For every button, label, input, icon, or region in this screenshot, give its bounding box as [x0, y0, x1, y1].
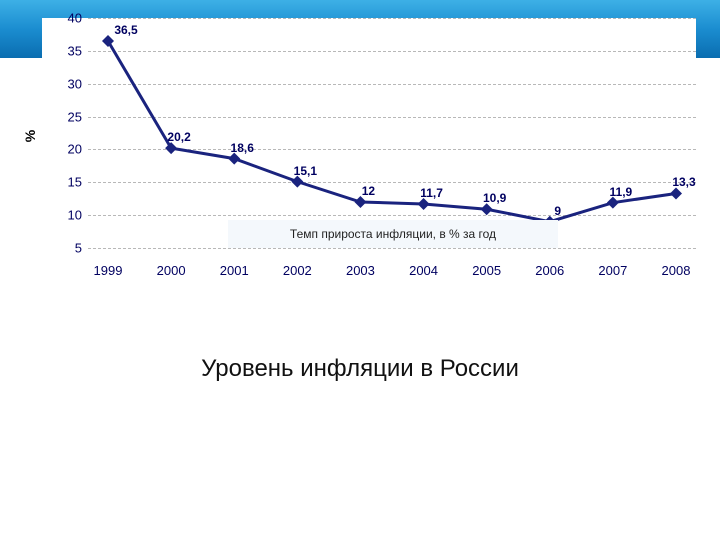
x-tick: 2003: [346, 263, 375, 278]
y-tick: 10: [68, 208, 82, 223]
series-line: [108, 41, 676, 222]
x-tick: 2001: [220, 263, 249, 278]
y-tick: 25: [68, 109, 82, 124]
caption-box: Темп прироста инфляции, в % за год: [228, 220, 558, 248]
y-tick: 30: [68, 76, 82, 91]
data-label: 10,9: [483, 191, 506, 205]
data-label: 11,9: [610, 185, 633, 199]
data-label: 15,1: [294, 164, 317, 178]
y-tick: 40: [68, 11, 82, 26]
data-label: 13,3: [672, 175, 695, 189]
grid-line: [88, 248, 696, 249]
page-title: Уровень инфляции в России: [0, 355, 720, 383]
y-axis-label: %: [22, 130, 38, 142]
data-label: 9: [554, 204, 561, 218]
x-tick: 2005: [472, 263, 501, 278]
x-tick: 2004: [409, 263, 438, 278]
data-label: 18,6: [231, 141, 254, 155]
x-tick: 2000: [157, 263, 186, 278]
plot-area: Темп прироста инфляции, в % за год 36,5 2…: [88, 18, 696, 248]
data-label: 11,7: [420, 186, 443, 200]
data-label: 12: [362, 184, 375, 198]
x-tick: 2007: [598, 263, 627, 278]
y-tick: 20: [68, 142, 82, 157]
y-tick: 15: [68, 175, 82, 190]
y-tick: 5: [75, 241, 82, 256]
y-axis: 510152025303540: [42, 18, 88, 248]
x-tick: 1999: [94, 263, 123, 278]
x-tick: 2002: [283, 263, 312, 278]
x-tick: 2006: [535, 263, 564, 278]
data-label: 36,5: [114, 23, 137, 37]
y-tick: 35: [68, 43, 82, 58]
caption-text: Темп прироста инфляции, в % за год: [290, 227, 496, 241]
chart-panel: % 510152025303540 Темп прироста инфляции…: [42, 18, 696, 288]
x-tick: 2008: [662, 263, 691, 278]
data-label: 20,2: [167, 130, 190, 144]
